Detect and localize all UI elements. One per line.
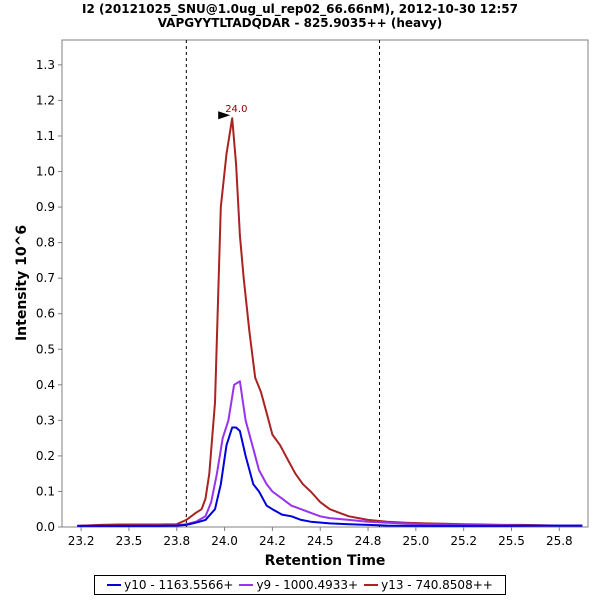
legend-label-y9: y9 - 1000.4933+: [256, 578, 359, 592]
legend-label-y10: y10 - 1163.5566+: [124, 578, 234, 592]
legend-swatch-y13: [364, 584, 379, 586]
series-line-y10: [77, 426, 583, 527]
y-tick-label: 0.7: [36, 271, 55, 285]
legend-item-y13: y13 - 740.8508++: [364, 578, 493, 592]
x-tick-label: 25.0: [402, 534, 429, 548]
peak-annotation: 24.0: [218, 104, 247, 120]
series-line-y9: [77, 380, 583, 527]
chart-legend: y10 - 1163.5566+ y9 - 1000.4933+ y13 - 7…: [94, 575, 506, 595]
chart-title: I2 (20121025_SNU@1.0ug_ul_rep02_66.66nM)…: [82, 2, 518, 16]
y-tick-label: 0.9: [36, 200, 55, 214]
legend-swatch-y10: [107, 584, 122, 586]
peak-annotation-label: 24.0: [225, 104, 247, 115]
y-tick-label: 1.1: [36, 129, 55, 143]
legend-item-y10: y10 - 1163.5566+: [107, 578, 233, 592]
legend-swatch-y9: [239, 584, 254, 586]
chart-subtitle: VAPGYYTLTADQDAR - 825.9035++ (heavy): [157, 16, 443, 30]
y-tick-label: 1.0: [36, 165, 55, 179]
x-tick-label: 25.5: [498, 534, 525, 548]
y-tick-label: 0.4: [36, 378, 55, 392]
x-tick-label: 24.5: [307, 534, 334, 548]
y-axis: 0.0 0.1 0.2 0.3 0.4 0.5 0.6 0.7 0.8 0.9 1.0 1.1 1.2 1…: [36, 58, 62, 534]
series-lines: [77, 117, 583, 527]
x-tick-label: 25.2: [450, 534, 477, 548]
legend-label-y13: y13 - 740.8508++: [381, 578, 493, 592]
x-tick-label: 24.8: [355, 534, 382, 548]
x-tick-label: 23.8: [163, 534, 190, 548]
x-tick-label: 24.0: [211, 534, 238, 548]
x-tick-label: 23.5: [116, 534, 143, 548]
plot-area: [61, 39, 589, 528]
x-tick-label: 25.8: [546, 534, 573, 548]
y-tick-label: 0.6: [36, 307, 55, 321]
y-tick-label: 0.5: [36, 342, 55, 356]
x-tick-label: 24.2: [259, 534, 286, 548]
y-tick-label: 0.3: [36, 413, 55, 427]
y-tick-label: 1.2: [36, 93, 55, 107]
y-tick-label: 0.8: [36, 236, 55, 250]
y-tick-label: 0.0: [36, 520, 55, 534]
peak-marker-arrow: [218, 111, 231, 120]
y-tick-label: 0.1: [36, 484, 55, 498]
x-tick-label: 23.2: [68, 534, 95, 548]
y-axis-label: Intensity 10^6: [14, 225, 30, 341]
x-axis-label: Retention Time: [265, 553, 386, 569]
y-tick-label: 0.2: [36, 449, 55, 463]
x-axis: 23.2 23.5 23.8 24.0 24.2 24.5 24.8 25.0 25.2 25.5…: [68, 527, 573, 548]
legend-item-y9: y9 - 1000.4933+: [239, 578, 358, 592]
y-tick-label: 1.3: [36, 58, 55, 72]
